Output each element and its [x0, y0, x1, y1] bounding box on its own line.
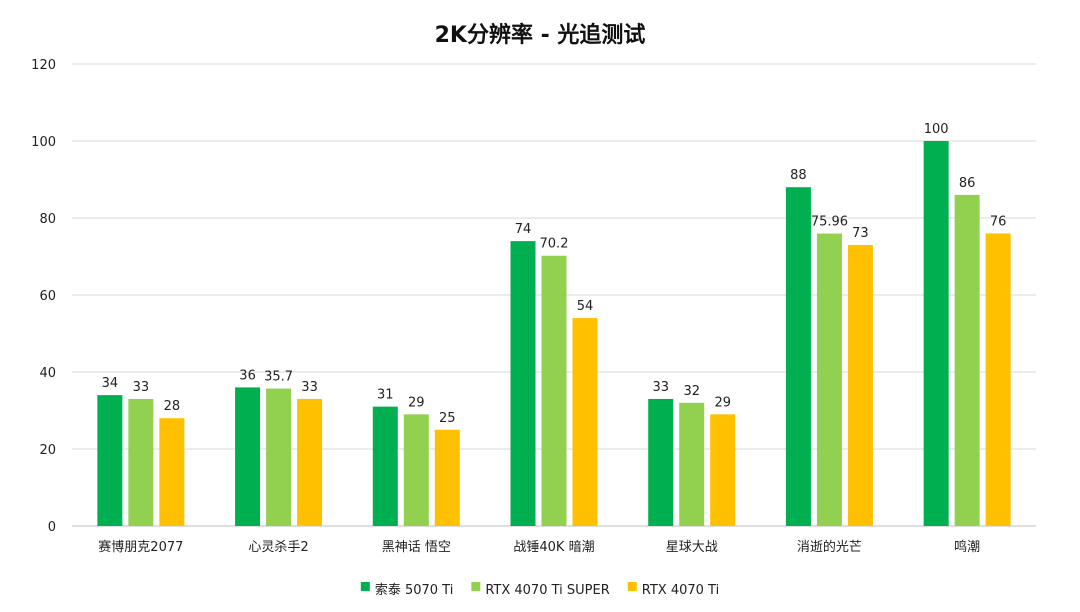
data-label: 29: [714, 395, 731, 410]
bar: [847, 244, 873, 526]
legend-swatch: [360, 582, 370, 591]
bar: [372, 406, 398, 526]
data-labels: 34 33 28 36 35.7 33 31 29 25 74 70.2 54 33 32 29 88 75.9…: [102, 122, 1007, 426]
bar: [510, 241, 536, 526]
bar: [572, 318, 598, 526]
data-label: 35.7: [264, 370, 293, 385]
bar: [985, 233, 1011, 526]
data-label: 86: [959, 176, 976, 191]
legend-swatch: [627, 582, 637, 591]
bar: [816, 233, 842, 526]
category-label: 消逝的光芒: [797, 539, 862, 555]
legend-item: 索泰 5070 Ti: [360, 582, 454, 598]
y-tick-label: 100: [31, 135, 56, 150]
bar: [679, 402, 705, 526]
data-label: 28: [164, 399, 181, 414]
y-tick-label: 60: [39, 289, 56, 304]
data-label: 33: [133, 380, 150, 395]
data-label: 73: [852, 226, 869, 241]
y-tick-label: 80: [39, 212, 56, 227]
data-label: 54: [577, 299, 594, 314]
data-label: 34: [102, 376, 119, 391]
data-label: 74: [515, 222, 532, 237]
data-label: 29: [408, 395, 425, 410]
category-label: 战锤40K 暗潮: [513, 540, 594, 555]
legend-label: RTX 4070 Ti: [642, 583, 719, 598]
data-label: 100: [924, 122, 949, 137]
bar: [954, 194, 980, 526]
data-label: 33: [301, 380, 318, 395]
bar: [923, 141, 949, 526]
data-label: 31: [377, 388, 394, 403]
data-label: 32: [683, 384, 700, 399]
legend-swatch: [471, 582, 481, 591]
bar: [541, 255, 567, 527]
category-label: 心灵杀手2: [248, 540, 308, 555]
bar: [266, 388, 292, 526]
legend-item: RTX 4070 Ti: [627, 582, 719, 598]
bar: [648, 398, 674, 526]
y-tick-label: 40: [39, 366, 56, 381]
data-label: 70.2: [540, 237, 569, 252]
bar: [235, 387, 261, 526]
category-label: 鸣潮: [954, 539, 980, 555]
y-tick-label: 0: [48, 520, 56, 535]
bar: [785, 187, 811, 526]
bar: [297, 398, 323, 526]
data-label: 75.96: [811, 215, 848, 230]
bar: [128, 398, 154, 526]
legend-item: RTX 4070 Ti SUPER: [471, 582, 610, 598]
bar: [403, 414, 429, 526]
legend: 索泰 5070 Ti RTX 4070 Ti SUPER RTX 4070 Ti: [360, 582, 719, 598]
y-tick-label: 20: [39, 443, 56, 458]
category-label: 赛博朋克2077: [98, 539, 183, 555]
x-axis: 赛博朋克2077 心灵杀手2 黑神话 悟空 战锤40K 暗潮 星球大战 消逝的光芒 鸣潮: [98, 539, 980, 555]
bar: [97, 395, 123, 526]
bar: [710, 414, 736, 526]
data-label: 36: [239, 368, 256, 383]
y-tick-label: 120: [31, 58, 56, 73]
category-label: 星球大战: [666, 540, 718, 555]
legend-label: RTX 4070 Ti SUPER: [485, 583, 609, 598]
y-axis: 0 20 40 60 80 100 120: [31, 58, 56, 535]
data-label: 33: [652, 380, 669, 395]
data-label: 88: [790, 168, 807, 183]
chart-title: 2K分辨率 - 光追测试: [435, 22, 646, 48]
bar: [434, 429, 460, 526]
bars: [97, 141, 1011, 527]
data-label: 76: [990, 214, 1007, 229]
bar: [159, 418, 185, 526]
data-label: 25: [439, 411, 456, 426]
category-label: 黑神话 悟空: [382, 540, 451, 555]
legend-label: 索泰 5070 Ti: [375, 583, 454, 598]
